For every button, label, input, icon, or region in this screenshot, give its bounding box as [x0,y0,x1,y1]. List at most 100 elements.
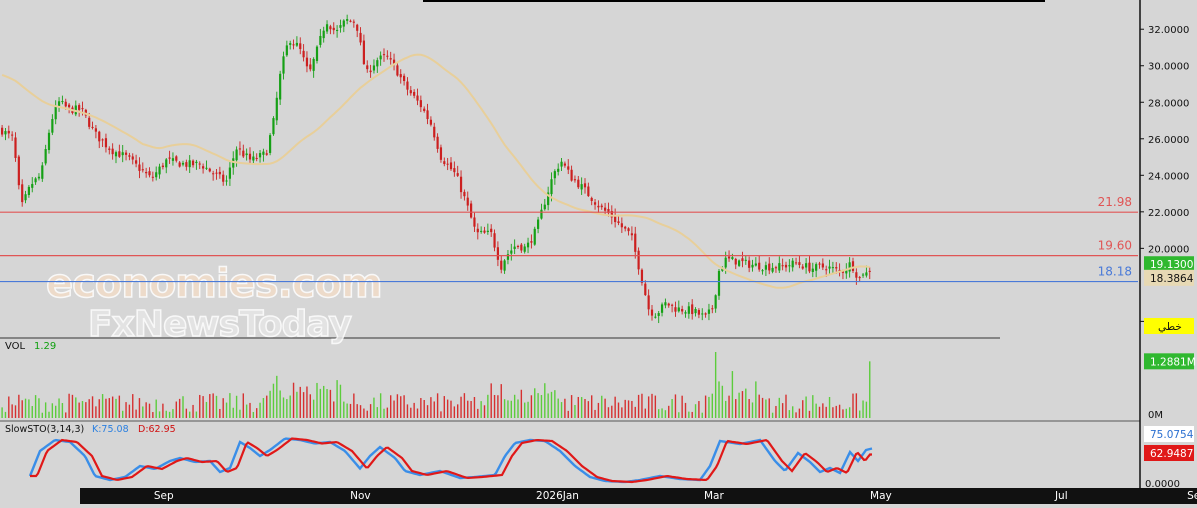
candle-body [861,274,865,276]
time-axis[interactable] [80,488,1197,504]
candle-body [741,258,744,262]
line-tool-badge-bg [1144,318,1194,334]
candle-body [212,173,215,175]
candle-body [620,223,623,228]
last-price-badge-bg [1144,256,1194,273]
candle-body [865,272,868,276]
candle-body [821,263,824,268]
candle-body [848,262,851,272]
candle-body [828,266,831,269]
candle-body [322,30,325,39]
candle-body [711,308,714,310]
candle-body [788,265,791,267]
candle-body [550,179,553,195]
candle-body [285,45,288,56]
candle-body [503,260,506,271]
candle-body [607,208,610,214]
candle-body [701,313,704,315]
candle-body [771,267,774,272]
candle-body [470,203,473,218]
candle-body [171,158,175,161]
candle-body [674,307,677,312]
candle-body [794,262,798,264]
candle-body [289,43,292,45]
candle-body [88,117,91,127]
candle-body [54,106,57,120]
candle-body [242,150,245,157]
candle-body [379,55,382,60]
candle-body [684,312,687,314]
candle-body [362,40,365,65]
candle-body [731,257,734,260]
watermark-fxnewstoday: FxNewsToday [88,304,352,345]
candle-body [580,184,583,190]
candle-body [235,149,238,161]
candle-body [778,263,781,271]
candle-body [312,58,315,71]
candle-body [453,168,456,173]
candle-body [232,158,235,168]
candle-body [419,100,422,108]
volume-bars [1,352,871,418]
candle-body [486,230,489,232]
candle-body [466,197,469,206]
candle-body [91,126,94,128]
candle-body [416,95,419,101]
sto-k-label: K:75.08 [92,424,129,435]
candle-body [315,46,319,61]
candle-body [563,163,566,166]
sto-k-badge: 75.0754 [1150,429,1194,441]
candle-body [751,264,754,268]
candle-body [604,207,607,211]
candle-body [738,260,741,266]
time-axis-labels: Sep Nov 2026Jan Mar May Jul Sep [154,490,1197,502]
candle-body [764,265,767,270]
level-label: 18.18 [1098,265,1132,279]
candle-body [557,168,560,172]
candle-body [526,242,530,248]
time-axis-label: May [870,490,892,502]
candle-body [429,119,432,125]
candle-body [392,59,396,65]
candle-body [714,295,717,309]
candle-body [520,244,523,251]
candle-body [165,159,168,168]
candle-body [667,303,670,306]
candle-body [114,152,118,157]
candle-body [791,260,794,268]
price-tick-label: 20.0000 [1148,244,1189,255]
candle-body [587,186,590,197]
candle-body [47,132,51,151]
candle-body [135,160,138,164]
candle-body [151,176,154,178]
candle-body [61,101,64,103]
candle-body [346,19,349,21]
candle-body [473,217,476,227]
candle-body [44,149,47,164]
candle-body [660,304,664,313]
sto-d-badge-bg [1144,445,1194,461]
candle-body [101,139,104,141]
watermark-economies: economies.com [46,261,382,307]
candle-body [506,254,510,260]
candle-body [208,168,211,172]
horizontal-levels[interactable]: 21.98 19.60 18.18 [0,195,1138,283]
candle-body [81,108,84,110]
candle-body [409,90,412,94]
candle-body [145,171,148,174]
candle-body [228,167,231,179]
candle-body [449,162,453,170]
candles [1,14,871,324]
candle-body [590,197,593,201]
candle-body [175,156,178,161]
candle-body [617,221,620,224]
candle-body [650,309,654,316]
candle-body [600,205,603,208]
candle-body [573,179,577,181]
candle-body [808,262,811,272]
candle-body [272,118,275,135]
candle-body [654,316,657,318]
candle-body [774,267,778,269]
candle-body [11,134,14,136]
